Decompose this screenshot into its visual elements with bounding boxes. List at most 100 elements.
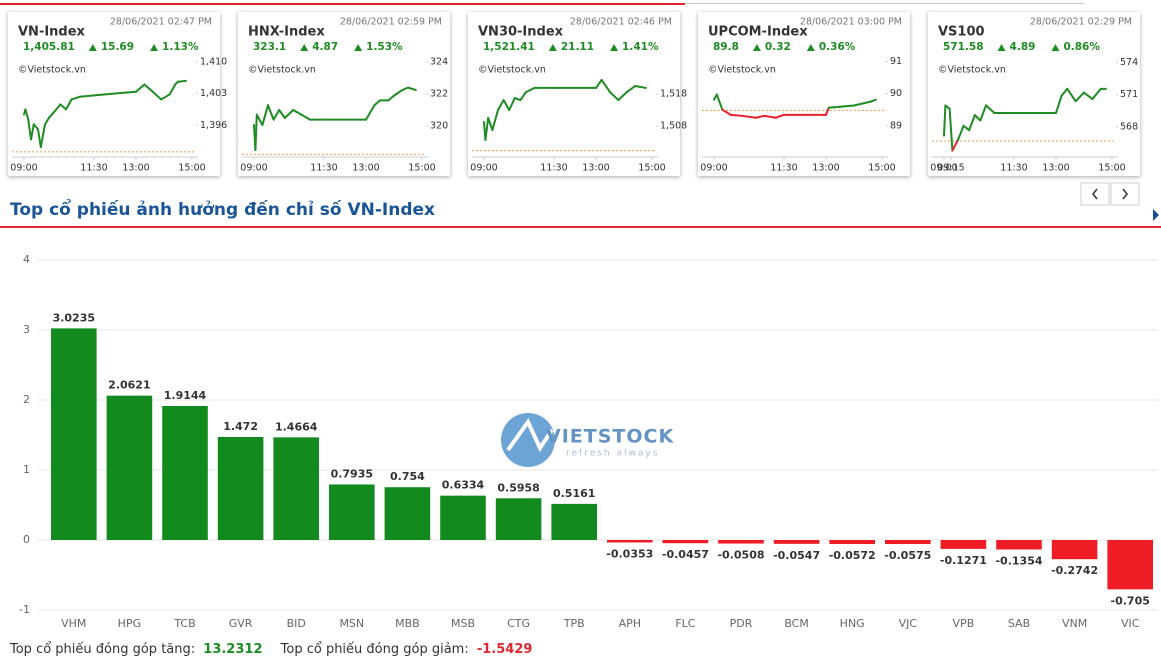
x-tick-label: 09:00 <box>700 163 727 174</box>
up-arrow <box>1051 44 1060 51</box>
card-value: 89.8 <box>713 41 739 53</box>
x-tick-label: BCM <box>784 617 809 630</box>
up-arrow <box>88 44 97 51</box>
y-tick-label: 89 <box>890 120 902 131</box>
prev-box[interactable] <box>1080 182 1110 206</box>
x-tick-label: 15:00 <box>1098 163 1125 174</box>
index-card <box>238 12 450 176</box>
price-segment <box>948 107 954 152</box>
bar <box>885 540 931 545</box>
price-segment <box>267 104 275 121</box>
bar <box>829 540 875 545</box>
watermark-brand: VIETSTOCK <box>546 426 674 448</box>
price-segment <box>968 114 976 132</box>
up-arrow <box>548 44 557 51</box>
x-tick-label: 11:30 <box>1000 163 1027 174</box>
price-segment <box>407 86 417 92</box>
index-card <box>698 12 910 176</box>
price-segment <box>135 83 146 93</box>
next-button[interactable] <box>1110 182 1140 206</box>
card-value: 1,521.41 <box>483 41 535 53</box>
price-segment <box>487 116 494 131</box>
x-tick-label: 13:00 <box>582 163 609 174</box>
section-title: Top cổ phiếu ảnh hưởng đến chỉ số VN-Ind… <box>10 198 435 220</box>
y-tick-label: 322 <box>430 89 448 100</box>
x-tick-label: 13:00 <box>122 163 149 174</box>
value-label: 0.7935 <box>331 467 373 480</box>
footer-up-label: Top cổ phiếu đóng góp tăng: <box>9 642 195 657</box>
y-tick-label: 1,396 <box>200 120 227 131</box>
watermark-logo-mark <box>506 418 554 453</box>
card-source: ©Vietstock.vn <box>938 65 1006 76</box>
x-tick-label: 13:00 <box>812 163 839 174</box>
price-segment <box>951 138 959 152</box>
index-card <box>468 12 680 176</box>
watermark-logo <box>501 413 555 467</box>
card-percent: 0.36% <box>819 41 856 53</box>
price-segment <box>143 83 154 93</box>
prev-button[interactable] <box>1080 182 1110 206</box>
price-segment <box>853 102 864 107</box>
bar <box>217 436 264 540</box>
value-label: 2.0621 <box>108 379 150 392</box>
x-tick-label: 15:00 <box>178 163 205 174</box>
price-segment <box>497 99 505 111</box>
y-tick-label: 1,403 <box>200 88 227 99</box>
section-rule <box>0 226 1161 228</box>
price-segment <box>93 90 137 97</box>
card-change: 4.89 <box>1010 41 1036 53</box>
x-tick-label: GVR <box>229 617 253 630</box>
price-segment <box>255 113 264 127</box>
card-date: 28/06/2021 02:46 PM <box>570 17 672 28</box>
price-segment <box>44 116 51 126</box>
y-tick-label: 0 <box>23 533 30 546</box>
x-tick-label: MSB <box>451 617 475 630</box>
bar <box>495 498 542 540</box>
price-segment <box>387 94 395 102</box>
price-segment <box>278 108 286 119</box>
y-tick-label: 2 <box>23 393 30 406</box>
price-segment <box>721 108 732 116</box>
value-label: -0.0457 <box>662 548 709 561</box>
price-segment <box>1074 91 1085 103</box>
value-label: -0.2742 <box>1051 564 1098 577</box>
x-tick-label: MBB <box>395 617 420 630</box>
price-segment <box>1060 87 1069 97</box>
card-title: UPCOM-Index <box>708 25 808 40</box>
price-segment <box>1091 87 1102 101</box>
price-segment <box>609 91 620 102</box>
price-segment <box>525 86 536 94</box>
price-segment <box>292 108 303 116</box>
price-segment <box>65 98 73 111</box>
price-segment <box>943 104 947 137</box>
price-segment <box>827 105 841 109</box>
bar <box>662 540 709 544</box>
x-tick-label: VHM <box>61 617 86 630</box>
x-tick-label: 09:15 <box>937 163 964 174</box>
price-segment <box>48 110 56 119</box>
value-label: -0.0353 <box>606 547 653 560</box>
price-segment <box>774 113 785 119</box>
price-segment <box>763 114 777 119</box>
watermark: VIETSTOCK refresh always <box>501 413 674 467</box>
next-box[interactable] <box>1110 182 1140 206</box>
price-segment <box>254 113 258 151</box>
price-segment <box>401 86 409 92</box>
top-rule <box>0 3 685 5</box>
y-tick-label: 1,508 <box>660 120 687 131</box>
x-tick-label: VIC <box>1121 617 1140 630</box>
price-segment <box>53 103 62 113</box>
value-label: 1.472 <box>223 420 258 433</box>
value-label: 0.6334 <box>442 479 485 492</box>
x-tick-label: 09:00 <box>930 163 957 174</box>
bar <box>996 540 1042 550</box>
bar <box>940 540 987 549</box>
expand-arrow[interactable] <box>1153 209 1159 221</box>
x-tick-label: MSN <box>339 617 364 630</box>
bar <box>718 540 764 544</box>
y-tick-label: 4 <box>23 253 30 266</box>
price-segment <box>393 89 404 97</box>
price-segment <box>839 104 855 108</box>
up-arrow <box>806 44 815 51</box>
